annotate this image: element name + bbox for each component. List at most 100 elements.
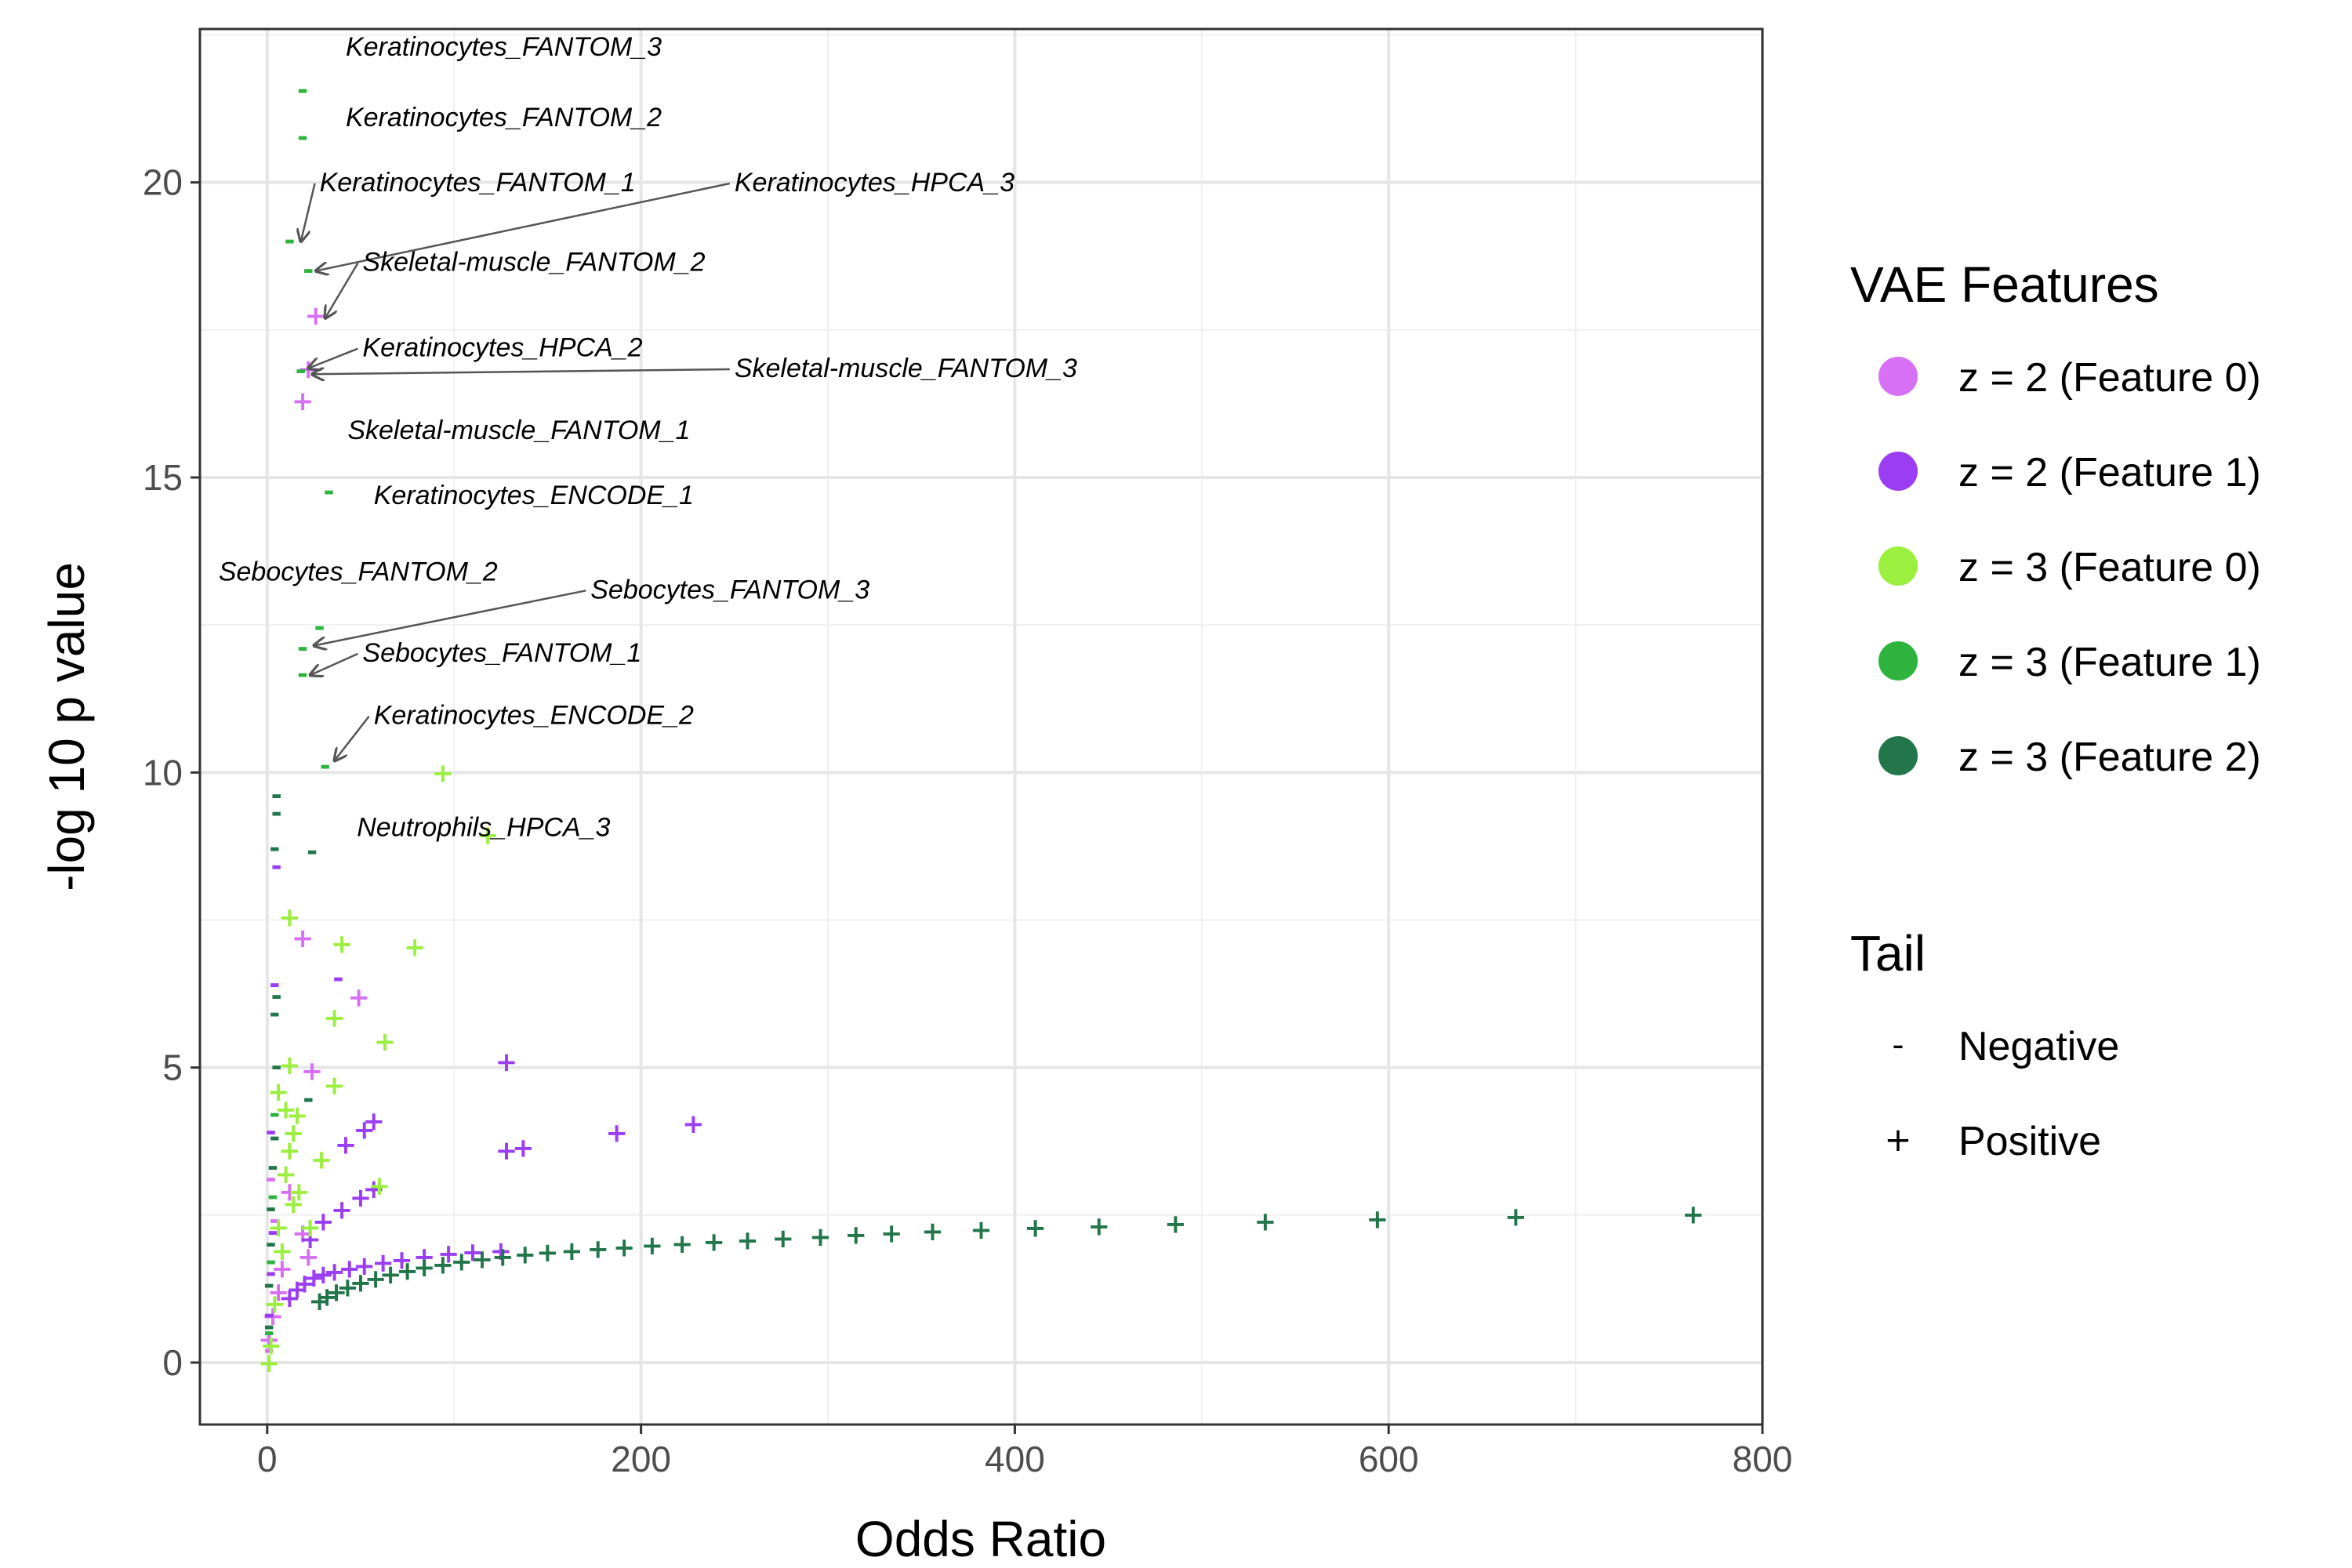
legend-shape-label: Negative [1958, 1024, 2119, 1069]
negative-point: - [263, 1299, 274, 1330]
legend-color-swatch [1878, 546, 1918, 586]
positive-point: + [310, 1144, 333, 1175]
plot-panel-border [198, 27, 1764, 1426]
positive-point: + [274, 1094, 297, 1125]
positive-point: + [336, 1272, 359, 1304]
negative-point: - [297, 122, 308, 153]
legend-shape-title: Tail [1850, 925, 1926, 982]
x-axis-ticks: 0 200 400 600 800 [257, 1425, 1792, 1479]
negative-point: - [266, 1163, 277, 1195]
annotation-arrow [316, 182, 731, 271]
positive-point: + [512, 1132, 535, 1163]
positive-point: + [404, 931, 426, 963]
negative-point: - [263, 1316, 274, 1348]
positive-point: + [365, 1263, 387, 1294]
x-tick-label: 0 [257, 1439, 278, 1479]
positive-point: + [312, 1259, 335, 1290]
positive-point: + [495, 1047, 518, 1078]
positive-point: + [613, 1232, 636, 1263]
negative-point: - [266, 1246, 277, 1277]
negative-point: - [267, 1181, 278, 1212]
positive-point: + [1682, 1199, 1705, 1230]
positive-point: + [413, 1241, 436, 1272]
positive-point: + [325, 1277, 348, 1308]
positive-point: + [316, 1282, 339, 1313]
positive-point: + [736, 1225, 759, 1256]
legend-color-label: z = 2 (Feature 1) [1958, 450, 2261, 495]
negative-point: - [269, 998, 280, 1029]
positive-point: + [286, 1100, 309, 1131]
positive-point: + [258, 1324, 281, 1356]
scatter-points: +++++++++++++---+++++++++++++++++++++++ +… [258, 74, 1704, 1379]
positive-point: + [1254, 1206, 1277, 1237]
positive-point: + [267, 1277, 290, 1308]
positive-point: + [263, 1289, 286, 1320]
positive-point: + [312, 1206, 335, 1237]
positive-point: + [301, 1055, 324, 1087]
x-axis-title: Odds Ratio [855, 1511, 1106, 1567]
x-tick-label: 600 [1359, 1439, 1419, 1479]
negative-point: - [263, 1334, 274, 1366]
positive-point: + [772, 1223, 795, 1254]
positive-point: + [641, 1230, 664, 1261]
annotation-arrow [335, 715, 370, 761]
positive-point: + [587, 1234, 610, 1265]
negative-point: - [314, 612, 325, 643]
positive-point: + [282, 1117, 305, 1149]
annotation-label: Sebocytes_FANTOM_3 [590, 575, 869, 604]
positive-point: + [286, 1274, 309, 1305]
negative-point: - [320, 750, 331, 782]
positive-point: + [293, 1268, 316, 1299]
positive-point: + [260, 1330, 282, 1361]
y-tick-label: 5 [162, 1047, 183, 1088]
negative-point: - [271, 779, 282, 811]
negative-point: - [266, 1258, 277, 1289]
annotation-label: Skeletal-muscle_FANTOM_1 [347, 416, 690, 445]
positive-point: + [490, 1236, 513, 1267]
annotation-arrow [325, 262, 359, 318]
positive-point: + [880, 1218, 903, 1249]
negative-point: - [271, 797, 282, 829]
annotation-label: Keratinocytes_HPCA_3 [735, 168, 1014, 198]
positive-point: + [845, 1220, 868, 1251]
positive-point: + [292, 1218, 314, 1249]
negative-point: - [271, 980, 282, 1011]
positive-point: + [271, 1254, 294, 1285]
positive-point: + [432, 757, 455, 789]
negative-point: - [266, 1116, 277, 1147]
legend-shape-symbol: - [1892, 1025, 1904, 1064]
positive-point: + [282, 1189, 305, 1220]
annotation-arrow [314, 590, 586, 645]
negative-point: - [297, 632, 308, 663]
negative-point: - [296, 355, 307, 387]
positive-point: + [267, 1212, 290, 1243]
negative-point: - [266, 1228, 277, 1259]
positive-point: + [299, 1212, 321, 1243]
negative-point: - [303, 255, 314, 286]
negative-point: - [297, 659, 308, 690]
positive-point: + [368, 1171, 391, 1202]
negative-point: - [271, 851, 282, 882]
positive-point: + [288, 1177, 310, 1208]
positive-point: + [379, 1259, 402, 1290]
annotation-label: Keratinocytes_HPCA_2 [362, 333, 642, 363]
positive-point: + [462, 1236, 485, 1268]
legend: VAE Features z = 2 (Feature 0) z = 2 (Feat… [1850, 256, 2261, 1164]
positive-point: + [278, 1135, 301, 1167]
legend-color-swatch [1878, 452, 1918, 491]
positive-point: + [350, 1268, 372, 1299]
positive-point: + [495, 1135, 518, 1167]
positive-point: + [605, 1117, 628, 1149]
positive-point: + [354, 1115, 376, 1146]
legend-color-label: z = 3 (Feature 1) [1958, 640, 2261, 685]
annotation-label: Keratinocytes_FANTOM_1 [320, 168, 636, 198]
negative-point: - [267, 1152, 278, 1183]
positive-point: + [1087, 1210, 1110, 1242]
y-tick-label: 10 [143, 752, 183, 793]
negative-point: - [284, 225, 295, 256]
legend-color-label: z = 2 (Feature 0) [1958, 355, 2261, 401]
legend-color-swatch [1878, 641, 1918, 681]
positive-point: + [331, 929, 354, 960]
negative-point: - [269, 1122, 280, 1153]
positive-point: + [809, 1221, 832, 1253]
